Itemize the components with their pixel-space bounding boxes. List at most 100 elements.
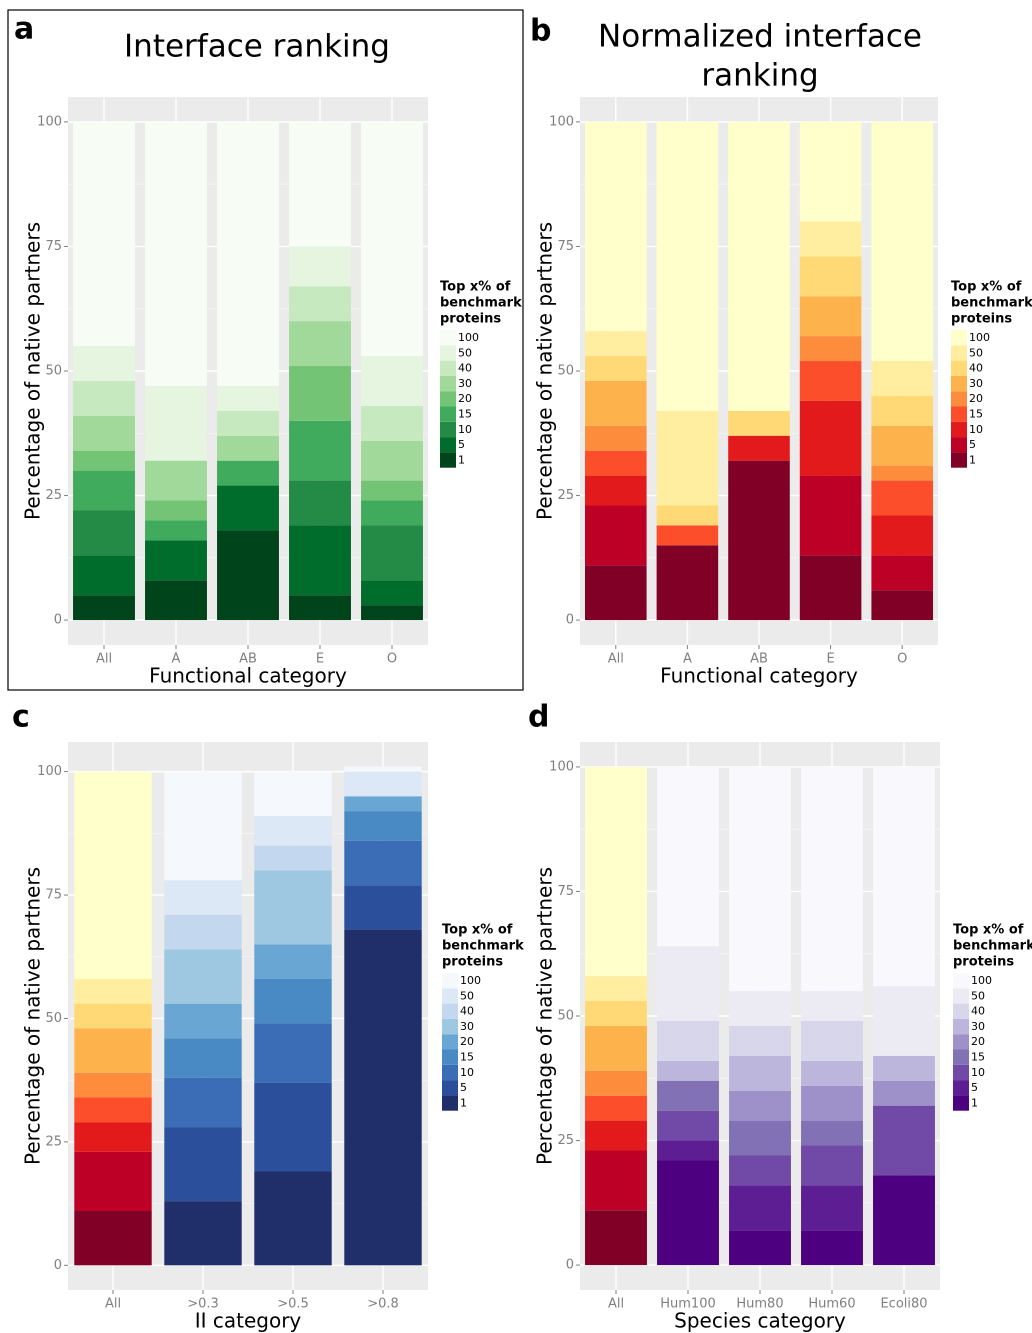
- legend-swatch: [440, 452, 456, 468]
- legend-label: 30: [460, 1020, 474, 1033]
- x-tick-label: >0.5: [277, 1297, 309, 1312]
- legend-title: Top x% of: [442, 923, 513, 938]
- legend-swatch: [951, 345, 967, 361]
- bar-segment: [74, 1072, 152, 1098]
- legend-swatch: [953, 1018, 969, 1035]
- bar-segment: [585, 450, 647, 476]
- bar-segment: [73, 510, 135, 556]
- bar-segment: [873, 1055, 935, 1081]
- y-tick-label: 25: [45, 1134, 62, 1149]
- bar-segment: [164, 1077, 242, 1128]
- legend-title: proteins: [442, 955, 503, 970]
- y-tick-label: 75: [45, 888, 62, 903]
- x-tick-label: A: [683, 652, 692, 667]
- legend-swatch: [951, 375, 967, 392]
- legend-label: 10: [969, 423, 983, 436]
- bar-segment: [254, 1023, 332, 1083]
- bar-segment: [217, 410, 279, 436]
- bar-segment: [361, 525, 423, 581]
- panel-label: a: [14, 12, 34, 47]
- bar-segment: [585, 1095, 647, 1121]
- legend-swatch: [442, 1018, 458, 1035]
- bar-segment: [361, 440, 423, 481]
- legend-label: 40: [969, 362, 983, 375]
- bar-segment: [729, 1185, 791, 1231]
- bar-segment: [217, 485, 279, 531]
- x-tick-label: AB: [750, 652, 768, 667]
- x-tick-label: E: [826, 652, 834, 667]
- bar-segment: [145, 540, 207, 581]
- legend-label: 20: [458, 392, 472, 405]
- bar-segment: [73, 450, 135, 471]
- bar-segment: [585, 356, 647, 381]
- y-tick-label: 100: [549, 114, 574, 129]
- legend-swatch: [442, 973, 458, 989]
- bar-segment: [74, 1151, 152, 1212]
- bar-segment: [254, 1171, 332, 1266]
- bar-segment: [799, 221, 862, 257]
- legend-label: 20: [969, 392, 983, 405]
- x-tick-label: Hum80: [736, 1297, 783, 1312]
- bar-segment: [871, 515, 933, 556]
- bar-segment: [585, 380, 647, 426]
- legend-swatch: [953, 1095, 969, 1111]
- bar-segment: [585, 1210, 647, 1266]
- bar-segment: [361, 580, 423, 606]
- bar-segment: [799, 121, 862, 222]
- bar-segment: [728, 435, 790, 461]
- legend-title: benchmark: [442, 939, 524, 954]
- bar-segment: [656, 121, 719, 411]
- y-tick-label: 25: [557, 1133, 574, 1148]
- legend-label: 10: [460, 1066, 474, 1079]
- bar-segment: [145, 460, 207, 501]
- x-axis-label: Functional category: [660, 664, 858, 688]
- bar-segment: [289, 480, 351, 526]
- bar-segment: [585, 505, 647, 566]
- panel-label: b: [530, 14, 551, 49]
- legend-label: 10: [458, 423, 472, 436]
- bar-segment: [254, 944, 332, 979]
- x-tick-label: All: [105, 1297, 121, 1312]
- legend-label: 15: [460, 1051, 474, 1064]
- bar-segment: [73, 415, 135, 451]
- legend-title: proteins: [951, 312, 1012, 327]
- legend-label: 15: [969, 408, 983, 421]
- bar-segment: [871, 395, 933, 426]
- bar-segment: [585, 976, 647, 1002]
- legend-title: benchmark: [951, 296, 1032, 311]
- bar-segment: [344, 811, 422, 841]
- bar-segment: [344, 771, 422, 797]
- bar-segment: [728, 121, 790, 411]
- legend-label: 40: [458, 362, 472, 375]
- x-tick-label: Hum60: [808, 1297, 855, 1312]
- bar-segment: [361, 405, 423, 441]
- chart-title: Normalized interface: [598, 19, 922, 55]
- bar-segment: [217, 385, 279, 411]
- bar-segment: [871, 555, 933, 591]
- bar-segment: [873, 986, 935, 1056]
- bar-segment: [729, 991, 791, 1026]
- bar-segment: [873, 1175, 935, 1266]
- y-tick-label: 0: [54, 1258, 62, 1273]
- y-tick-label: 100: [37, 764, 62, 779]
- legend-swatch: [442, 1003, 458, 1019]
- bar-segment: [289, 246, 351, 287]
- legend-swatch: [442, 1095, 458, 1111]
- bar-segment: [657, 946, 719, 1021]
- bar-segment: [656, 525, 719, 546]
- bar-segment: [344, 766, 422, 772]
- bar-segment: [344, 840, 422, 886]
- bar-segment: [74, 1122, 152, 1152]
- legend-swatch: [442, 988, 458, 1004]
- bar-segment: [73, 555, 135, 596]
- x-axis-label: Functional category: [149, 664, 347, 688]
- legend-swatch: [440, 421, 456, 438]
- bar-segment: [799, 400, 862, 476]
- bar-segment: [871, 465, 933, 481]
- legend-title: Top x% of: [951, 280, 1022, 295]
- bar-segment: [254, 978, 332, 1024]
- bar-segment: [871, 590, 933, 621]
- bar-segment: [289, 321, 351, 367]
- bar-segment: [657, 1140, 719, 1161]
- bar-segment: [344, 796, 422, 812]
